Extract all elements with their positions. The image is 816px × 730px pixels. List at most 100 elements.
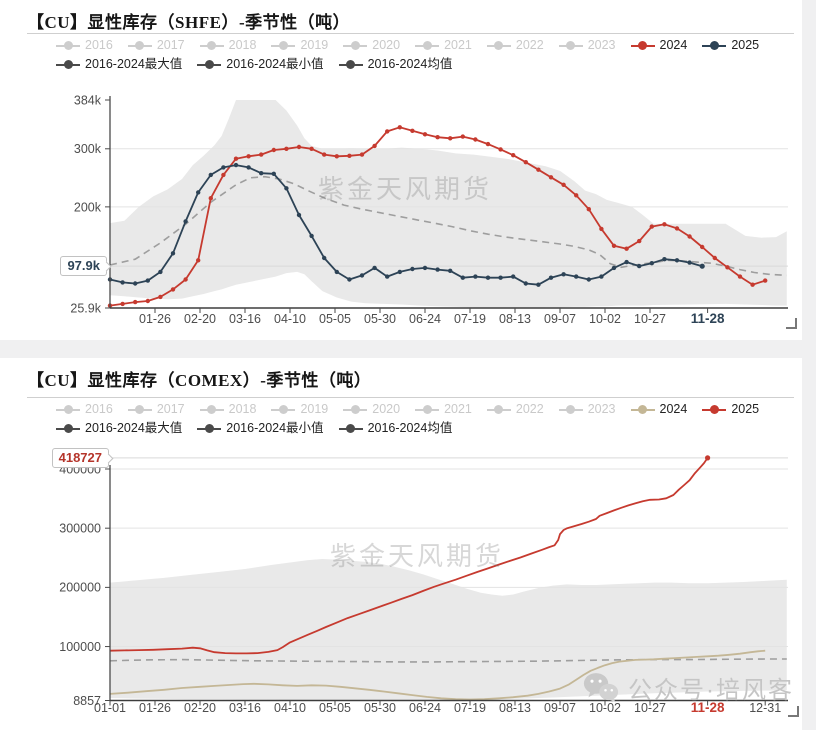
legend-marker-icon <box>271 405 296 414</box>
x-tick-label: 05-30 <box>364 701 396 715</box>
legend-label: 2017 <box>156 402 185 416</box>
legend-item-2022[interactable]: 2022 <box>486 401 544 418</box>
x-tick-label: 01-26 <box>139 312 171 326</box>
legend-row: 2016-2024最大值 2016-2024最小值 2016-2024均值 <box>0 56 802 73</box>
x-tick-label: 04-10 <box>274 701 306 715</box>
legend-marker-icon <box>343 41 368 50</box>
legend-label: 2025 <box>731 38 760 52</box>
legend-marker-icon <box>56 60 80 69</box>
legend-marker-icon <box>199 41 224 50</box>
legend-label: 2023 <box>587 402 616 416</box>
resize-handle-icon[interactable] <box>786 318 797 329</box>
legend-item-2020[interactable]: 2020 <box>343 401 400 418</box>
legend-item-2019[interactable]: 2019 <box>271 401 328 418</box>
legend-item-2019[interactable]: 2019 <box>271 37 328 54</box>
y-tick-label: 200000 <box>59 581 101 595</box>
comex-chart-area[interactable]: 400000 300000 200000 100000 8857 01-01 01-26 02… <box>0 444 802 730</box>
legend-label: 2023 <box>587 38 616 52</box>
legend-marker-icon <box>127 41 152 50</box>
series-line-2025 <box>109 457 709 655</box>
legend-item-2020[interactable]: 2020 <box>343 37 400 54</box>
legend-label: 2018 <box>228 38 257 52</box>
y-tick-label: 300000 <box>59 522 101 536</box>
x-tick-label: 08-13 <box>499 701 531 715</box>
legend-label: 2022 <box>515 402 544 416</box>
x-tick-label: 05-05 <box>319 312 351 326</box>
legend-label: 2017 <box>156 38 185 52</box>
legend-label: 2016-2024最大值 <box>85 57 183 71</box>
x-tick-label: 12-31 <box>749 701 781 715</box>
x-tick-label: 06-24 <box>409 701 441 715</box>
legend-marker-icon <box>702 405 727 414</box>
legend-item-2025[interactable]: 2025 <box>702 401 759 418</box>
legend-item-2021[interactable]: 2021 <box>415 37 472 54</box>
legend-item-2024[interactable]: 2024 <box>630 401 687 418</box>
legend-marker-icon <box>127 405 152 414</box>
x-tick-label: 02-20 <box>184 312 216 326</box>
legend-item-2016-2024均值[interactable]: 2016-2024均值 <box>338 56 453 73</box>
legend-item-2023[interactable]: 2023 <box>558 37 616 54</box>
shfe-legend: 2016 2017 2018 2019 2020 2021 2022 2023 2024 2025… <box>0 37 802 73</box>
legend-item-2024[interactable]: 2024 <box>630 37 687 54</box>
y-tick-label: 300k <box>74 142 102 156</box>
series-end-dot-2025 <box>699 263 705 269</box>
legend-item-2017[interactable]: 2017 <box>127 37 185 54</box>
legend-item-2017[interactable]: 2017 <box>127 401 185 418</box>
legend-marker-icon <box>486 41 511 50</box>
legend-item-2016-2024最大值[interactable]: 2016-2024最大值 <box>56 56 182 73</box>
series-end-dot-2025 <box>705 455 711 461</box>
y-tick-label: 25.9k <box>70 301 101 315</box>
legend-label: 2020 <box>372 38 401 52</box>
legend-item-2018[interactable]: 2018 <box>199 37 257 54</box>
x-tick-label: 09-07 <box>544 701 576 715</box>
current-value-label: 418727 <box>51 447 109 468</box>
legend-item-2016-2024最小值[interactable]: 2016-2024最小值 <box>197 56 324 73</box>
legend-item-2022[interactable]: 2022 <box>486 37 544 54</box>
legend-row: 2016 2017 2018 2019 2020 2021 2022 2023 2024 2025 <box>0 37 802 54</box>
x-tick-label: 01-26 <box>139 701 171 715</box>
x-tick-label: 02-20 <box>184 701 216 715</box>
shfe-chart-card: 【CU】显性库存（SHFE）-季节性（吨） 2016 2017 2018 2019 20… <box>0 0 802 340</box>
legend-label: 2016-2024均值 <box>367 57 453 71</box>
legend-item-2025[interactable]: 2025 <box>702 37 759 54</box>
legend-item-2016-2024最小值[interactable]: 2016-2024最小值 <box>197 420 324 437</box>
legend-item-2016-2024均值[interactable]: 2016-2024均值 <box>338 420 453 437</box>
legend-marker-icon <box>415 41 440 50</box>
x-tick-label: 01-01 <box>94 701 126 715</box>
shfe-seasonality-chart[interactable]: 384k 300k 200k 25.9k 01-26 02-20 03-16 04-10 05-… <box>0 85 802 340</box>
x-tick-label: 10-27 <box>634 701 666 715</box>
x-tick-label-current: 11-28 <box>691 700 725 715</box>
x-tick-label: 03-16 <box>229 701 261 715</box>
y-tick-label: 384k <box>74 93 102 107</box>
legend-marker-icon <box>338 60 363 69</box>
x-tick-label: 10-02 <box>589 312 621 326</box>
shfe-chart-area[interactable]: 384k 300k 200k 25.9k 01-26 02-20 03-16 04-10 05-… <box>0 85 802 340</box>
legend-marker-icon <box>197 60 222 69</box>
x-tick-label: 05-30 <box>364 312 396 326</box>
legend-marker-icon <box>558 41 583 50</box>
legend-item-2016-2024最大值[interactable]: 2016-2024最大值 <box>56 420 182 437</box>
x-tick-label: 05-05 <box>319 701 351 715</box>
series-line-2025 <box>109 164 703 286</box>
current-value-label: 97.9k <box>60 256 107 277</box>
legend-item-2016[interactable]: 2016 <box>56 401 113 418</box>
legend-item-2023[interactable]: 2023 <box>558 401 616 418</box>
resize-handle-icon[interactable] <box>788 706 799 717</box>
y-tick-label: 100000 <box>59 640 101 654</box>
x-tick-label: 03-16 <box>229 312 261 326</box>
legend-label: 2018 <box>228 402 257 416</box>
legend-item-2021[interactable]: 2021 <box>415 401 472 418</box>
legend-marker-icon <box>56 405 80 414</box>
legend-label: 2020 <box>372 402 401 416</box>
legend-label: 2016-2024最小值 <box>226 421 324 435</box>
x-tick-label-current: 11-28 <box>691 311 725 326</box>
legend-item-2016[interactable]: 2016 <box>56 37 113 54</box>
legend-item-2018[interactable]: 2018 <box>199 401 257 418</box>
comex-legend: 2016 2017 2018 2019 2020 2021 2022 2023 2024 2025… <box>0 401 802 437</box>
legend-marker-icon <box>343 405 368 414</box>
legend-label: 2016-2024均值 <box>367 421 453 435</box>
legend-marker-icon <box>338 424 363 433</box>
x-tick-label: 10-02 <box>589 701 621 715</box>
